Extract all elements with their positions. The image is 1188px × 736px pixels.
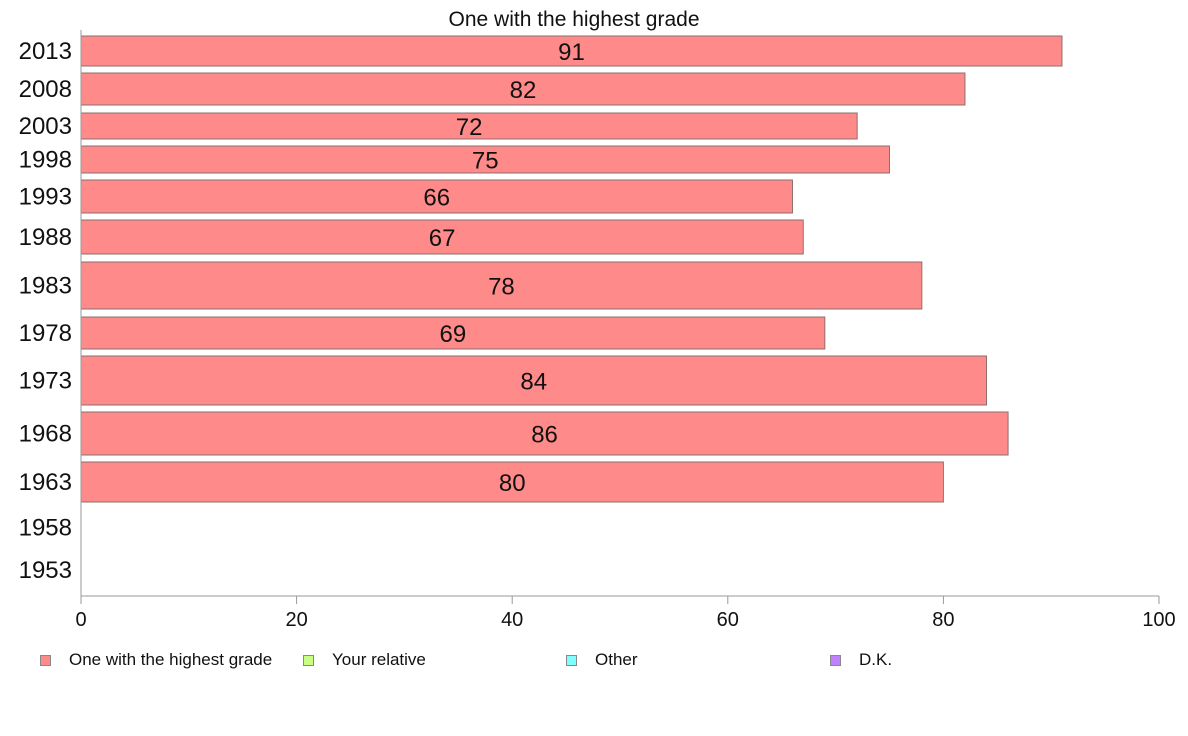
legend-label: One with the highest grade (69, 650, 273, 669)
data-label: 69 (440, 321, 467, 348)
bar (80, 145, 890, 174)
data-label: 80 (499, 470, 526, 497)
bar (80, 179, 793, 214)
bar (80, 112, 858, 140)
data-label: 82 (510, 77, 537, 104)
x-tick-label: 100 (1142, 609, 1175, 631)
category-label: 2013 (19, 38, 72, 65)
x-tick-label: 80 (932, 609, 954, 631)
x-tick-label: 0 (75, 609, 86, 631)
legend-label: Your relative (332, 650, 426, 669)
category-label: 2003 (19, 113, 72, 140)
bar (80, 411, 1009, 456)
data-label: 72 (456, 114, 483, 141)
x-tick-label: 20 (285, 609, 307, 631)
legend-label: D.K. (859, 650, 893, 669)
category-label: 1988 (19, 224, 72, 251)
category-label: 1983 (19, 273, 72, 300)
legend-swatch (566, 654, 577, 666)
x-tick-label: 40 (501, 609, 523, 631)
bar-chart: One with the highest grade 91 82 72 75 66 67 7… (19, 8, 1176, 631)
x-tick-label: 60 (717, 609, 739, 631)
data-label: 91 (558, 39, 585, 66)
data-label: 86 (531, 422, 558, 449)
data-label: 67 (429, 225, 456, 252)
legend-swatch (830, 654, 841, 666)
legend-item: One with the highest grade (40, 648, 272, 672)
bar (80, 35, 1063, 67)
category-label: 1958 (19, 515, 72, 542)
legend-label: Other (595, 650, 638, 669)
legend: One with the highest grade Your relative… (0, 648, 1188, 672)
legend-swatch (40, 654, 51, 666)
category-label: 1963 (19, 469, 72, 496)
category-label: 1953 (19, 557, 72, 584)
data-label: 75 (472, 148, 499, 175)
legend-item: Your relative (303, 648, 426, 672)
category-label: 1998 (19, 147, 72, 174)
data-label: 84 (520, 369, 547, 396)
data-label: 78 (488, 274, 515, 301)
bar (80, 72, 966, 106)
category-label: 1993 (19, 184, 72, 211)
chart-title: One with the highest grade (449, 8, 700, 31)
category-label: 1973 (19, 368, 72, 395)
category-label: 1978 (19, 320, 72, 347)
legend-item: Other (566, 648, 638, 672)
legend-item: D.K. (830, 648, 892, 672)
category-label: 2008 (19, 76, 72, 103)
bar (80, 261, 923, 310)
legend-swatch (303, 654, 314, 666)
category-label: 1968 (19, 421, 72, 448)
data-label: 66 (423, 185, 450, 212)
bar (80, 461, 944, 503)
